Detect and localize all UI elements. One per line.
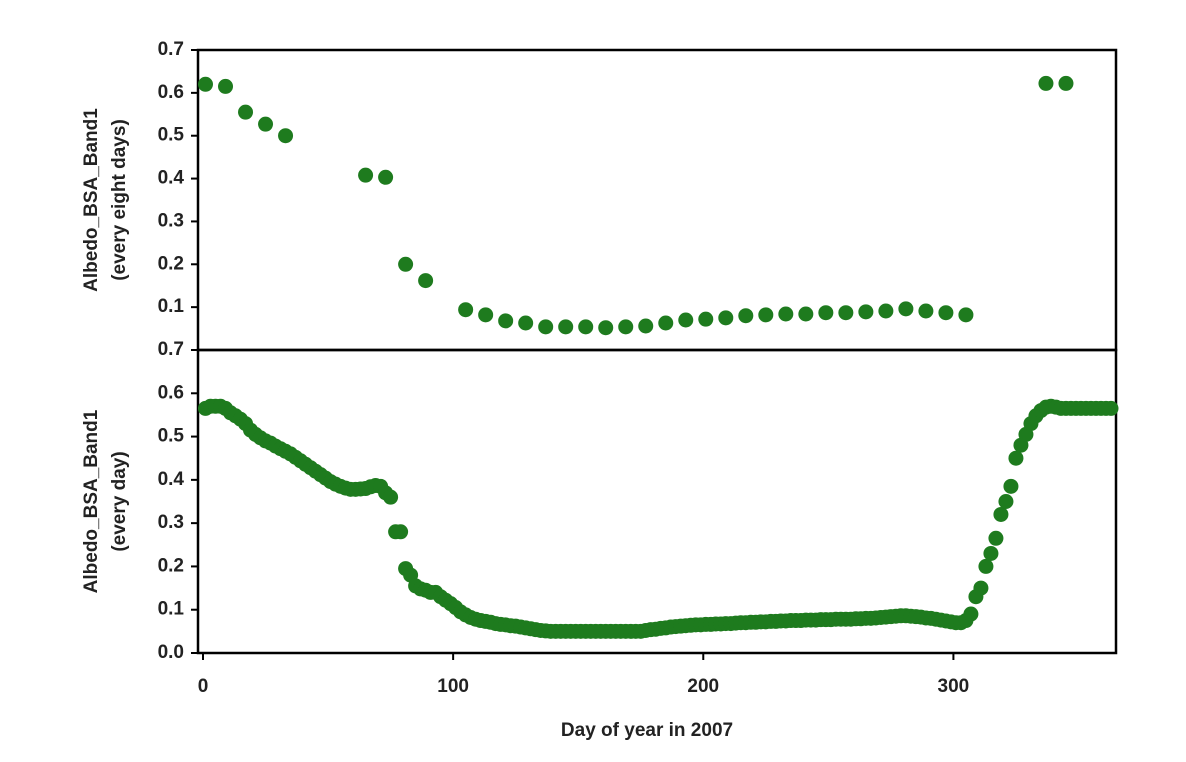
- y-axis-label: (every day): [109, 451, 130, 551]
- y-tick-label: 0.5: [158, 426, 185, 447]
- y-tick-label: 0.4: [158, 168, 185, 189]
- point: [238, 104, 254, 120]
- point: [978, 558, 994, 574]
- x-tick-label: 100: [437, 676, 469, 697]
- y-axis-label: Albedo_BSA_Band1: [81, 108, 102, 292]
- point: [1058, 75, 1074, 91]
- point: [358, 167, 374, 183]
- point: [558, 319, 574, 335]
- point: [598, 320, 614, 336]
- point: [618, 319, 634, 335]
- point: [973, 580, 989, 596]
- point: [538, 319, 554, 335]
- point: [1038, 75, 1054, 91]
- point: [1103, 400, 1119, 416]
- point: [498, 313, 514, 329]
- y-tick-label: 0.1: [158, 296, 185, 317]
- point: [638, 318, 654, 334]
- point: [678, 312, 694, 328]
- point: [958, 307, 974, 323]
- point: [418, 273, 434, 289]
- y-tick-label: 0.2: [158, 253, 184, 274]
- point: [988, 530, 1004, 546]
- point: [393, 524, 409, 540]
- point: [983, 545, 999, 561]
- y-tick-label: 0.6: [158, 82, 184, 103]
- point: [458, 302, 474, 318]
- point: [998, 494, 1014, 509]
- point: [198, 76, 214, 92]
- point: [1008, 450, 1024, 466]
- point: [258, 116, 274, 132]
- point: [383, 489, 399, 505]
- x-axis-label: Day of year in 2007: [561, 720, 733, 741]
- point: [993, 506, 1009, 522]
- plot-frame: [196, 348, 1118, 655]
- point: [478, 307, 494, 323]
- point: [963, 606, 979, 622]
- y-tick-label: 0.1: [158, 599, 185, 620]
- point: [818, 305, 834, 321]
- point: [398, 256, 414, 272]
- point: [218, 78, 234, 94]
- x-tick-label: 300: [938, 676, 970, 697]
- point: [518, 315, 534, 331]
- y-tick-label: 0.4: [158, 469, 185, 490]
- point: [878, 303, 894, 319]
- y-tick-label: 0.7: [158, 339, 184, 360]
- point: [758, 307, 774, 323]
- point: [798, 306, 814, 322]
- y-tick-label: 0.6: [158, 382, 184, 403]
- point: [578, 319, 594, 335]
- point: [778, 306, 794, 322]
- y-axis-label: (every eight days): [109, 119, 130, 281]
- point: [738, 308, 754, 324]
- point: [1003, 478, 1019, 494]
- y-tick-label: 0.2: [158, 555, 184, 576]
- y-tick-label: 0.0: [158, 642, 184, 663]
- y-axis-label: Albedo_BSA_Band1: [81, 409, 102, 593]
- y-tick-label: 0.5: [158, 125, 185, 146]
- point: [658, 315, 674, 331]
- y-tick-label: 0.3: [158, 512, 184, 533]
- point: [838, 305, 854, 321]
- y-tick-label: 0.7: [158, 39, 184, 60]
- plot-frame: [196, 48, 1118, 352]
- point: [858, 304, 874, 320]
- point: [918, 303, 934, 319]
- point: [898, 301, 914, 317]
- x-tick-label: 200: [687, 676, 719, 697]
- x-tick-label: 0: [198, 676, 209, 697]
- y-tick-label: 0.3: [158, 210, 184, 231]
- point: [698, 311, 714, 327]
- point: [718, 310, 734, 326]
- point: [938, 305, 954, 321]
- point: [278, 128, 294, 144]
- point: [378, 169, 394, 185]
